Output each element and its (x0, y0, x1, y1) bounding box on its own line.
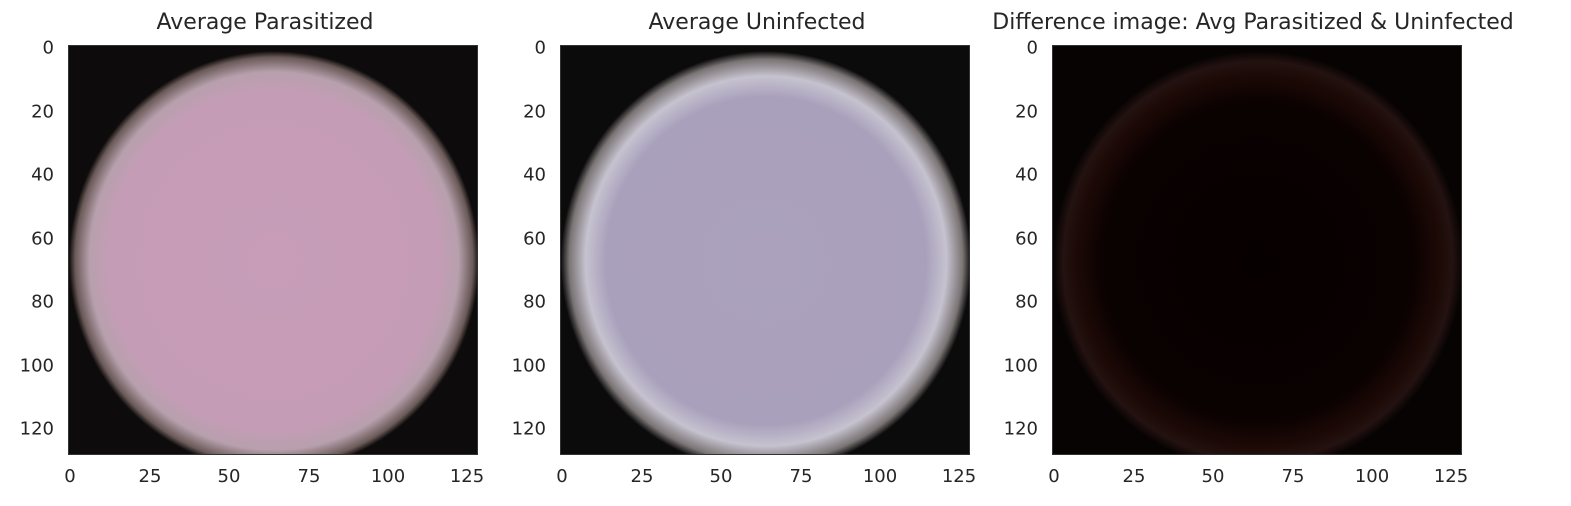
difference-image (1052, 45, 1462, 455)
x-tick-label: 50 (709, 466, 733, 487)
y-tick-label: 40 (31, 164, 54, 186)
panel-uninfected: Average Uninfected 0 20 40 60 80 100 120… (492, 0, 982, 506)
y-tick-label: 60 (1015, 228, 1038, 250)
x-tick-label: 125 (1433, 466, 1469, 487)
x-tick-label: 100 (1354, 466, 1390, 487)
y-tick-label: 40 (1015, 164, 1038, 186)
panel-title: Average Parasitized (156, 10, 374, 35)
parasitized-image (68, 45, 478, 455)
x-tick-label: 50 (1201, 466, 1225, 487)
y-tick-label: 100 (19, 355, 54, 377)
x-tick-label: 100 (862, 466, 898, 487)
panel-title: Difference image: Avg Parasitized & Unin… (992, 10, 1514, 35)
y-tick-label: 60 (31, 228, 54, 250)
x-tick-label: 75 (789, 466, 813, 487)
uninfected-image (560, 45, 970, 455)
x-tick-label: 125 (941, 466, 977, 487)
x-tick-label: 125 (449, 466, 485, 487)
y-tick-label: 0 (534, 37, 546, 59)
y-tick-label: 0 (42, 37, 54, 59)
y-tick-label: 100 (1003, 355, 1038, 377)
y-tick-label: 80 (31, 291, 54, 313)
y-tick-label: 20 (523, 101, 546, 123)
x-tick-label: 100 (370, 466, 406, 487)
x-tick-label: 0 (1048, 466, 1060, 487)
x-tick-label: 25 (138, 466, 162, 487)
x-tick-label: 75 (297, 466, 321, 487)
x-tick-label: 0 (556, 466, 568, 487)
panel-parasitized: Average Parasitized 0 20 40 60 80 100 12… (0, 0, 490, 506)
y-tick-label: 100 (511, 355, 546, 377)
y-tick-label: 60 (523, 228, 546, 250)
y-tick-label: 120 (19, 418, 54, 440)
x-tick-label: 0 (64, 466, 76, 487)
y-tick-label: 80 (1015, 291, 1038, 313)
y-tick-label: 40 (523, 164, 546, 186)
y-tick-label: 80 (523, 291, 546, 313)
panel-title: Average Uninfected (648, 10, 866, 35)
panel-difference: Difference image: Avg Parasitized & Unin… (984, 0, 1513, 506)
y-tick-label: 120 (1003, 418, 1038, 440)
y-tick-label: 0 (1026, 37, 1038, 59)
x-tick-label: 25 (630, 466, 654, 487)
x-tick-label: 50 (217, 466, 241, 487)
x-tick-label: 75 (1281, 466, 1305, 487)
x-tick-label: 25 (1122, 466, 1146, 487)
y-tick-label: 120 (511, 418, 546, 440)
y-tick-label: 20 (1015, 101, 1038, 123)
y-tick-label: 20 (31, 101, 54, 123)
